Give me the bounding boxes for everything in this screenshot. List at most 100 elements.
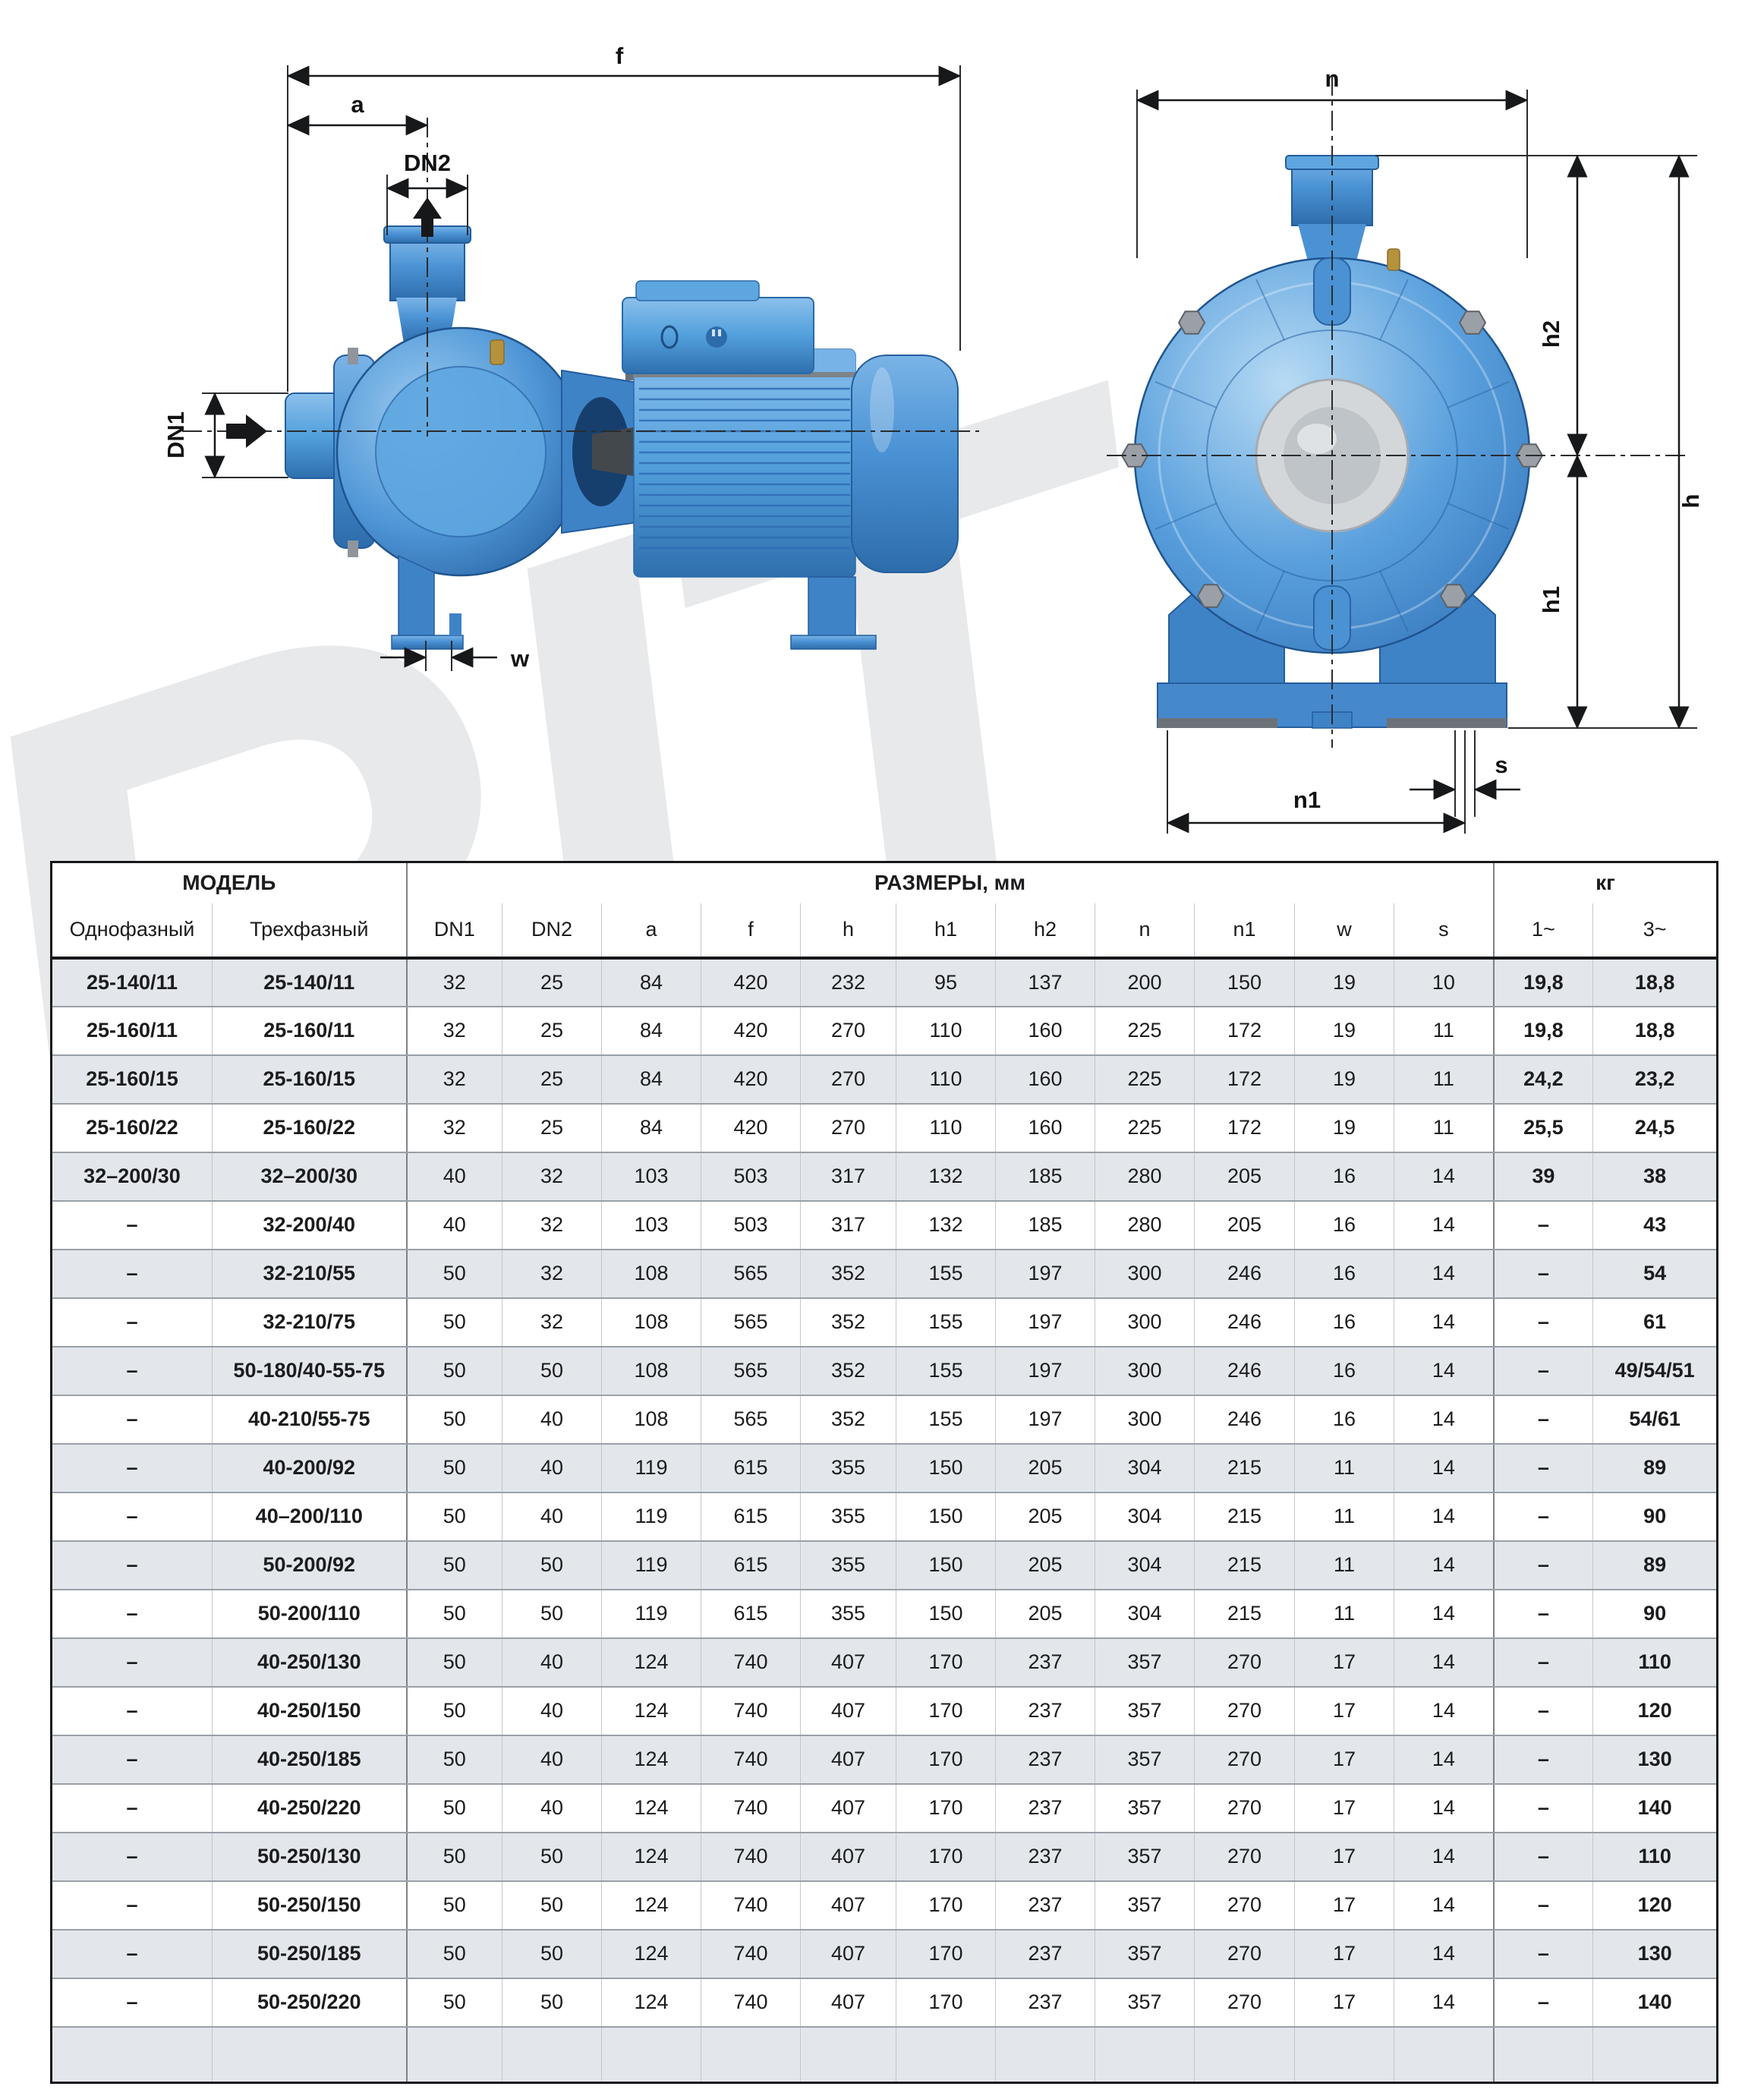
dimension-cell: 11 bbox=[1394, 1102, 1495, 1153]
model-cell: 50-250/130 bbox=[211, 1831, 408, 1882]
weight-cell: 19,8 bbox=[1493, 1005, 1594, 1056]
dimension-cell: 420 bbox=[701, 957, 802, 1007]
weight-cell: 18,8 bbox=[1592, 957, 1718, 1007]
table-row: 25-140/11 25-140/11 32 25 84 420 232 95 137 200 15… bbox=[51, 957, 1718, 1007]
dimension-cell: 40 bbox=[406, 1199, 503, 1250]
dimension-cell: 357 bbox=[1095, 1782, 1195, 1833]
dimension-cell: 50 bbox=[406, 1734, 503, 1785]
empty-cell bbox=[211, 2025, 408, 2084]
dimension-cell: 317 bbox=[800, 1199, 897, 1250]
dimension-cell: 19 bbox=[1294, 1005, 1395, 1056]
dimension-cell: 50 bbox=[406, 1248, 503, 1299]
dimension-cell: 108 bbox=[601, 1248, 702, 1299]
model-cell: 50-250/185 bbox=[211, 1928, 408, 1979]
model-cell: 25-160/11 bbox=[51, 1005, 213, 1056]
dimension-cell: 124 bbox=[601, 1831, 702, 1882]
table-row: –40-250/150 50 40 124 740 407 170 237 357 270 17 14… bbox=[51, 1685, 1718, 1736]
dimension-cell: 50 bbox=[406, 1782, 503, 1833]
dimension-cell: 420 bbox=[701, 1005, 802, 1056]
dimension-cell: 14 bbox=[1394, 1685, 1495, 1736]
dimension-cell: 300 bbox=[1095, 1248, 1195, 1299]
dimension-cell: 50 bbox=[406, 1588, 503, 1639]
model-cell: – bbox=[51, 1734, 213, 1785]
dimension-cell: 40 bbox=[502, 1782, 603, 1833]
model-cell: – bbox=[51, 1637, 213, 1688]
column-header-three-phase: Трехфазный bbox=[211, 903, 408, 960]
dimension-cell: 32 bbox=[406, 957, 503, 1007]
dimension-cell: 237 bbox=[995, 1734, 1096, 1785]
dimension-cell: 237 bbox=[995, 1977, 1096, 2028]
dimension-cell: 108 bbox=[601, 1345, 702, 1396]
dimension-cell: 25 bbox=[502, 1102, 603, 1153]
column-header-weight-3ph: 3~ bbox=[1592, 903, 1718, 960]
dimension-cell: 11 bbox=[1294, 1588, 1395, 1639]
table-row: –50-250/150 50 50 124 740 407 170 237 357 270 17 14… bbox=[51, 1880, 1718, 1931]
dimension-cell: 103 bbox=[601, 1151, 702, 1202]
dimension-cell: 237 bbox=[995, 1880, 1096, 1931]
dimension-cell: 50 bbox=[406, 1685, 503, 1736]
dimension-cell: 270 bbox=[800, 1005, 897, 1056]
dimension-cell: 740 bbox=[701, 1880, 802, 1931]
dim-label-n: n bbox=[1325, 65, 1340, 92]
dimension-cell: 17 bbox=[1294, 1734, 1395, 1785]
weight-cell: – bbox=[1493, 1540, 1594, 1590]
model-cell: – bbox=[51, 1345, 213, 1396]
dimension-cell: 14 bbox=[1394, 1637, 1495, 1688]
weight-cell: – bbox=[1493, 1588, 1594, 1639]
dimension-cell: 197 bbox=[995, 1394, 1096, 1445]
dimension-cell: 355 bbox=[800, 1540, 897, 1590]
table-row: 32–200/30 32–200/30 40 32 103 503 317 132 185 280… bbox=[51, 1151, 1718, 1202]
model-cell: 50-180/40-55-75 bbox=[211, 1345, 408, 1396]
empty-cell bbox=[701, 2025, 802, 2084]
dimension-cell: 108 bbox=[601, 1297, 702, 1347]
dimension-cell: 40 bbox=[502, 1442, 603, 1493]
dimension-cell: 150 bbox=[896, 1442, 997, 1493]
weight-cell: – bbox=[1493, 1880, 1594, 1931]
weight-cell: – bbox=[1493, 1831, 1594, 1882]
dimension-cell: 215 bbox=[1194, 1588, 1296, 1639]
dimension-cell: 215 bbox=[1194, 1491, 1296, 1542]
dimension-cell: 50 bbox=[406, 1977, 503, 2028]
dimension-cell: 50 bbox=[406, 1880, 503, 1931]
model-cell: 25-160/11 bbox=[211, 1005, 408, 1056]
column-header-weight-1ph: 1~ bbox=[1493, 903, 1594, 960]
dimension-cell: 14 bbox=[1394, 1734, 1495, 1785]
dimension-cell: 407 bbox=[800, 1637, 897, 1688]
dimension-cell: 155 bbox=[896, 1394, 997, 1445]
weight-cell: 90 bbox=[1592, 1491, 1718, 1542]
dimension-cell: 355 bbox=[800, 1588, 897, 1639]
dimension-cell: 407 bbox=[800, 1734, 897, 1785]
dimension-cell: 132 bbox=[896, 1151, 997, 1202]
dimension-cell: 407 bbox=[800, 1928, 897, 1979]
empty-cell bbox=[1493, 2025, 1594, 2084]
dimension-cell: 225 bbox=[1095, 1054, 1195, 1105]
dimension-cell: 17 bbox=[1294, 1782, 1395, 1833]
dimension-cell: 124 bbox=[601, 1685, 702, 1736]
dimension-cell: 155 bbox=[896, 1297, 997, 1347]
dimension-cell: 740 bbox=[701, 1831, 802, 1882]
weight-cell: – bbox=[1493, 1199, 1594, 1250]
dimension-cell: 232 bbox=[800, 957, 897, 1007]
weight-cell: – bbox=[1493, 1491, 1594, 1542]
dimension-cell: 150 bbox=[896, 1491, 997, 1542]
dimension-cell: 407 bbox=[800, 1685, 897, 1736]
model-cell: 40-200/92 bbox=[211, 1442, 408, 1493]
dimension-cell: 740 bbox=[701, 1637, 802, 1688]
dimensions-table: МОДЕЛЬ РАЗМЕРЫ, мм кг Однофазный Трехфаз… bbox=[50, 861, 1719, 2084]
dimension-cell: 155 bbox=[896, 1248, 997, 1299]
dimension-cell: 50 bbox=[502, 1928, 603, 1979]
dimension-cell: 14 bbox=[1394, 1442, 1495, 1493]
model-cell: – bbox=[51, 1831, 213, 1882]
dimension-cell: 270 bbox=[1194, 1685, 1296, 1736]
dimension-cell: 14 bbox=[1394, 1782, 1495, 1833]
dimension-cell: 16 bbox=[1294, 1151, 1395, 1202]
dimension-cell: 740 bbox=[701, 1734, 802, 1785]
model-cell: – bbox=[51, 1491, 213, 1542]
dimension-cell: 150 bbox=[896, 1540, 997, 1590]
dimension-cell: 11 bbox=[1294, 1540, 1395, 1590]
dimension-cell: 503 bbox=[701, 1199, 802, 1250]
dimension-cell: 119 bbox=[601, 1442, 702, 1493]
dimension-cell: 17 bbox=[1294, 1977, 1395, 2028]
dimension-cell: 16 bbox=[1294, 1297, 1395, 1347]
dimension-cell: 84 bbox=[601, 1054, 702, 1105]
